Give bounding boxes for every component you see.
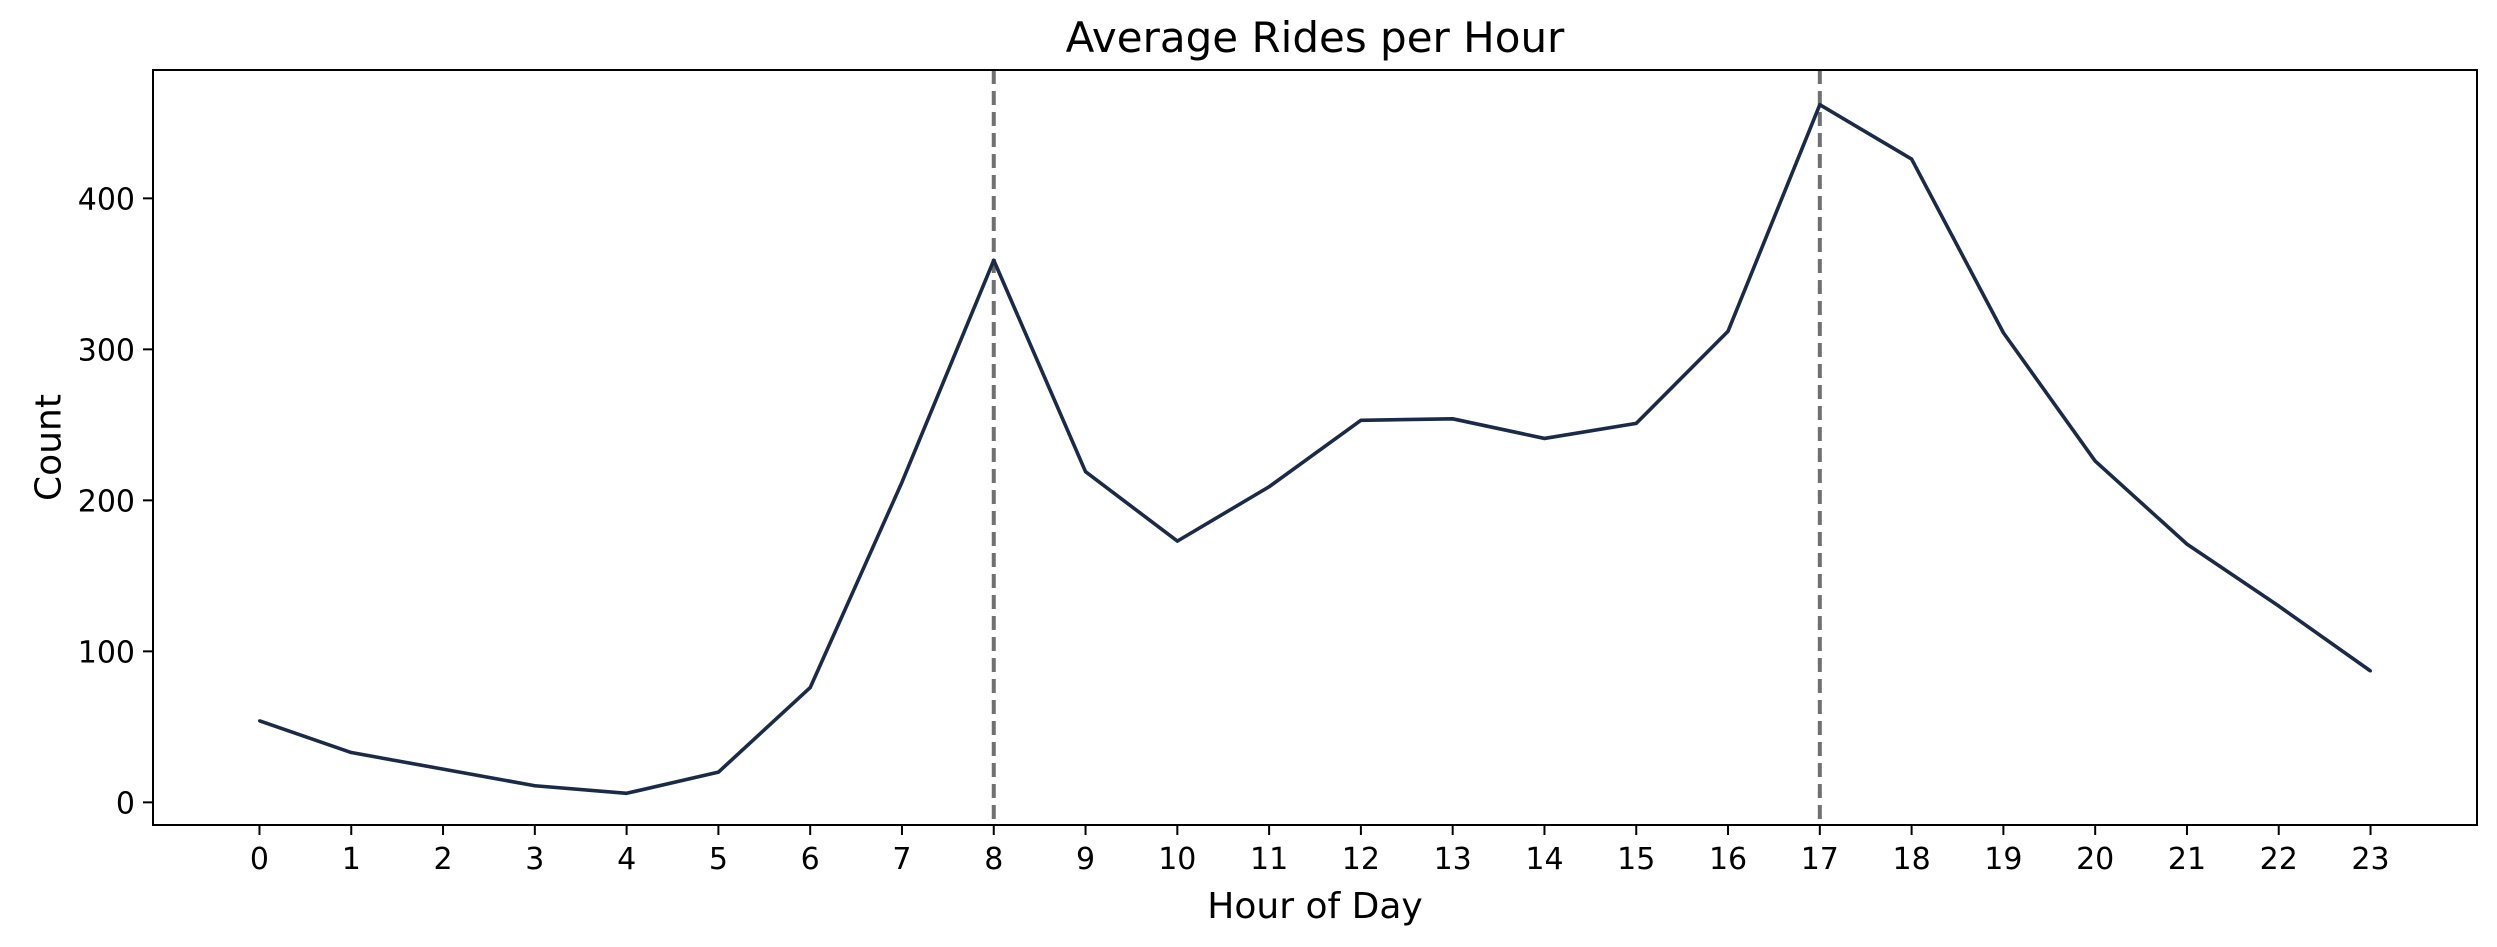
x-axis-label: Hour of Day — [1207, 886, 1422, 927]
x-tick-label: 14 — [1525, 842, 1563, 877]
plot-frame — [152, 69, 2478, 826]
y-tick-label: 400 — [78, 182, 135, 217]
x-tick-label: 1 — [342, 842, 361, 877]
data-point-15 — [1634, 421, 1638, 425]
x-tick-label: 4 — [617, 842, 636, 877]
chart-title: Average Rides per Hour — [1066, 13, 1565, 62]
data-point-5 — [716, 770, 720, 774]
data-point-17 — [1818, 103, 1822, 107]
data-point-16 — [1726, 329, 1730, 333]
x-tick-label: 16 — [1709, 842, 1747, 877]
x-tick-label: 7 — [892, 842, 911, 877]
x-tick-label: 12 — [1342, 842, 1380, 877]
y-axis: 0 100 200 300 400 — [78, 182, 153, 821]
data-point-3 — [533, 784, 537, 788]
x-tick-label: 3 — [525, 842, 544, 877]
x-tick-label: 23 — [2351, 842, 2389, 877]
y-tick-label: 200 — [78, 484, 135, 519]
x-tick-label: 19 — [1984, 842, 2022, 877]
data-point-13 — [1451, 417, 1455, 421]
data-point-11 — [1267, 485, 1271, 489]
y-axis-label: Count — [29, 394, 70, 501]
data-point-22 — [2277, 604, 2281, 608]
x-tick-label: 20 — [2076, 842, 2114, 877]
data-point-23 — [2369, 669, 2373, 673]
x-tick-label: 2 — [433, 842, 452, 877]
data-point-8 — [992, 258, 996, 262]
series-line — [258, 102, 2372, 796]
data-point-21 — [2185, 542, 2189, 546]
reference-lines — [991, 70, 1822, 825]
data-point-12 — [1359, 418, 1363, 422]
x-tick-label: 6 — [801, 842, 820, 877]
data-point-9 — [1084, 470, 1088, 474]
x-tick-label: 18 — [1893, 842, 1931, 877]
x-tick-label: 15 — [1617, 842, 1655, 877]
x-tick-label: 9 — [1076, 842, 1095, 877]
x-tick-label: 22 — [2260, 842, 2298, 877]
x-tick-label: 11 — [1250, 842, 1288, 877]
y-tick-label: 0 — [116, 786, 135, 821]
x-tick-label: 17 — [1801, 842, 1839, 877]
x-tick-label: 13 — [1434, 842, 1472, 877]
data-point-20 — [2093, 459, 2097, 463]
data-point-6 — [808, 686, 812, 690]
data-point-10 — [1175, 539, 1179, 543]
y-tick-label: 100 — [78, 635, 135, 670]
x-tick-label: 8 — [984, 842, 1003, 877]
data-point-4 — [625, 791, 629, 795]
y-tick-label: 300 — [78, 333, 135, 368]
x-axis: 0 1 2 3 4 5 6 7 8 9 10 11 12 13 14 15 16 17 18 19 20 21 22 23 — [250, 825, 2390, 877]
data-point-18 — [1910, 157, 1914, 161]
data-point-0 — [257, 719, 261, 723]
data-point-7 — [900, 480, 904, 484]
x-tick-label: 21 — [2168, 842, 2206, 877]
data-point-19 — [2001, 331, 2005, 335]
data-point-1 — [349, 751, 353, 755]
data-point-2 — [441, 767, 445, 771]
x-tick-label: 0 — [250, 842, 269, 877]
data-point-14 — [1542, 436, 1546, 440]
series-group — [257, 102, 2373, 796]
x-tick-label: 5 — [709, 842, 728, 877]
x-tick-label: 10 — [1158, 842, 1196, 877]
